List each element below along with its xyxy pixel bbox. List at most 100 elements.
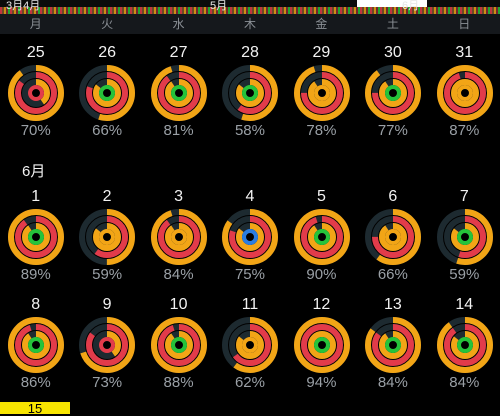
day-percentage: 73%: [92, 374, 123, 391]
heat-tick: [34, 7, 36, 14]
middle-ring: [157, 72, 200, 114]
heat-tick: [2, 7, 4, 14]
heat-tick: [400, 7, 402, 14]
middle-ring: [372, 72, 415, 114]
center-ring: [170, 229, 187, 245]
heat-tick: [334, 7, 336, 14]
heat-tick: [266, 7, 268, 14]
heat-tick: [414, 7, 416, 14]
heat-tick: [352, 7, 354, 14]
day-cell[interactable]: 28 58%: [214, 42, 285, 148]
day-cell[interactable]: 12 94%: [286, 294, 357, 400]
heat-tick: [74, 7, 76, 14]
day-number: 6: [388, 188, 398, 205]
weekday-sun: 日: [458, 17, 471, 31]
month-label-june[interactable]: 6月: [402, 0, 420, 12]
heat-tick: [328, 7, 330, 14]
heat-tick: [10, 7, 12, 14]
center-ring: [313, 85, 330, 101]
heat-tick: [78, 7, 80, 14]
heat-tick: [236, 7, 238, 14]
center-ring: [456, 85, 473, 101]
heat-tick: [302, 7, 304, 14]
day-cell[interactable]: 13 84%: [357, 294, 428, 400]
day-cell[interactable]: 11 62%: [214, 294, 285, 400]
heat-tick: [264, 7, 266, 14]
heat-tick: [164, 7, 166, 14]
heat-tick: [122, 7, 124, 14]
day-cell[interactable]: 5 90%: [286, 186, 357, 292]
heat-tick: [346, 7, 348, 14]
inner-ring: [164, 223, 193, 251]
heat-tick: [272, 7, 274, 14]
heat-tick: [424, 7, 426, 14]
heat-tick: [144, 7, 146, 14]
day-cell[interactable]: 3 84%: [143, 186, 214, 292]
heat-tick: [228, 7, 230, 14]
day-cell[interactable]: 9 73%: [71, 294, 142, 400]
day-percentage: 84%: [449, 374, 480, 391]
heat-tick: [252, 7, 254, 14]
heat-tick: [192, 7, 194, 14]
outer-ring: [150, 65, 207, 121]
heat-tick: [142, 7, 144, 14]
heat-tick: [408, 7, 410, 14]
heat-tick: [118, 7, 120, 14]
heat-tick: [322, 7, 324, 14]
heat-tick: [372, 7, 374, 14]
day-cell[interactable]: 8 86%: [0, 294, 71, 400]
day-percentage: 84%: [163, 266, 194, 283]
middle-ring: [86, 324, 129, 366]
day-cell[interactable]: 14 84%: [429, 294, 500, 400]
week-row: 25 70% 26 66% 27 81% 28 58% 29 78% 30 77% 31 87%: [0, 42, 500, 148]
heat-tick: [250, 7, 252, 14]
heat-tick: [50, 7, 52, 14]
day-cell[interactable]: 10 88%: [143, 294, 214, 400]
day-cell[interactable]: 25 70%: [0, 42, 71, 148]
day-cell[interactable]: 26 66%: [71, 42, 142, 148]
heat-tick: [406, 7, 408, 14]
day-cell[interactable]: 4 75%: [214, 186, 285, 292]
heat-tick: [448, 7, 450, 14]
outer-ring: [436, 209, 493, 265]
heat-tick: [270, 7, 272, 14]
day-cell[interactable]: 29 78%: [286, 42, 357, 148]
day-cell[interactable]: 1 89%: [0, 186, 71, 292]
month-label-may[interactable]: 5月: [210, 0, 228, 12]
day-cell[interactable]: 31 87%: [429, 42, 500, 148]
outer-ring: [222, 65, 279, 121]
day-percentage: 77%: [377, 122, 408, 139]
today-day-cell[interactable]: 15: [0, 402, 70, 416]
inner-ring: [93, 79, 122, 107]
heat-tick: [132, 7, 134, 14]
heat-tick: [84, 7, 86, 14]
day-cell[interactable]: 2 59%: [71, 186, 142, 292]
heat-tick: [232, 7, 234, 14]
heat-tick: [262, 7, 264, 14]
month-scrubber[interactable]: 3月4月 5月 6月: [0, 0, 500, 14]
day-percentage: 66%: [92, 122, 123, 139]
heat-tick: [380, 7, 382, 14]
month-label-march-april[interactable]: 3月4月: [6, 0, 41, 12]
day-number: 27: [169, 44, 188, 61]
heat-tick: [440, 7, 442, 14]
day-percentage: 81%: [163, 122, 194, 139]
heat-tick: [40, 7, 42, 14]
middle-ring: [300, 72, 343, 114]
heat-tick: [458, 7, 460, 14]
day-cell[interactable]: 6 66%: [357, 186, 428, 292]
day-cell[interactable]: 7 59%: [429, 186, 500, 292]
center-ring: [385, 337, 402, 353]
heat-tick: [184, 7, 186, 14]
heat-tick: [434, 7, 436, 14]
day-percentage: 66%: [377, 266, 408, 283]
day-number: 14: [455, 296, 474, 313]
heat-tick: [460, 7, 462, 14]
heat-tick: [276, 7, 278, 14]
day-cell[interactable]: 30 77%: [357, 42, 428, 148]
heat-tick: [292, 7, 294, 14]
heat-tick: [466, 7, 468, 14]
heat-tick: [444, 7, 446, 14]
day-cell[interactable]: 27 81%: [143, 42, 214, 148]
weekday-wed: 水: [172, 17, 185, 31]
